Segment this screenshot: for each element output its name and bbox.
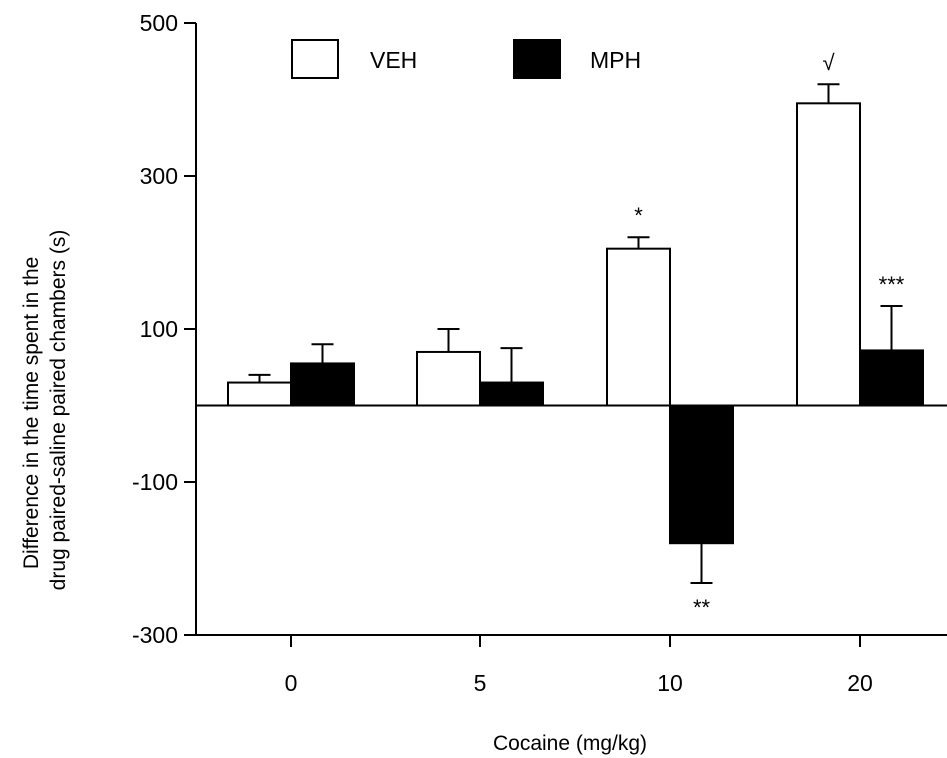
y-tick-label: 300 [140, 163, 178, 189]
y-tick-label: -100 [132, 469, 178, 495]
bar-veh-20 [796, 102, 861, 407]
bars [227, 102, 924, 545]
x-axis-title: Cocaine (mg/kg) [493, 732, 647, 755]
y-axis-title: Difference in the time spent in the drug… [20, 230, 70, 591]
bar-veh-0 [227, 381, 292, 407]
y-tick-label: 500 [140, 10, 178, 36]
significance-marker: *** [879, 272, 905, 297]
legend-swatch-mph [513, 39, 561, 79]
error-bars [248, 83, 903, 584]
bar-mph-5 [479, 381, 544, 407]
bar-mph-10 [669, 404, 734, 545]
axis-titles: Difference in the time spent in the drug… [20, 230, 647, 755]
legend-label-veh: VEH [370, 47, 417, 73]
significance-marker: ** [693, 595, 711, 620]
y-tick-label: -300 [132, 622, 178, 648]
legend-swatch-veh [291, 39, 339, 79]
y-tick-label: 100 [140, 316, 178, 342]
x-tick-label: 5 [474, 670, 487, 696]
significance-markers: *√***** [634, 50, 905, 620]
legend: VEH MPH [291, 39, 641, 79]
x-tick-label: 20 [847, 670, 873, 696]
bar-mph-20 [859, 349, 924, 407]
x-tick-label: 0 [285, 670, 298, 696]
significance-marker: √ [822, 50, 835, 75]
bar-veh-10 [606, 247, 671, 407]
bar-mph-0 [290, 362, 355, 407]
significance-marker: * [634, 203, 643, 228]
bar-veh-5 [416, 350, 481, 407]
x-tick-label: 10 [657, 670, 683, 696]
x-axis: 0 5 10 20 [196, 404, 947, 696]
legend-label-mph: MPH [590, 47, 641, 73]
y-axis: 500 300 100 -100 -300 [132, 10, 197, 648]
